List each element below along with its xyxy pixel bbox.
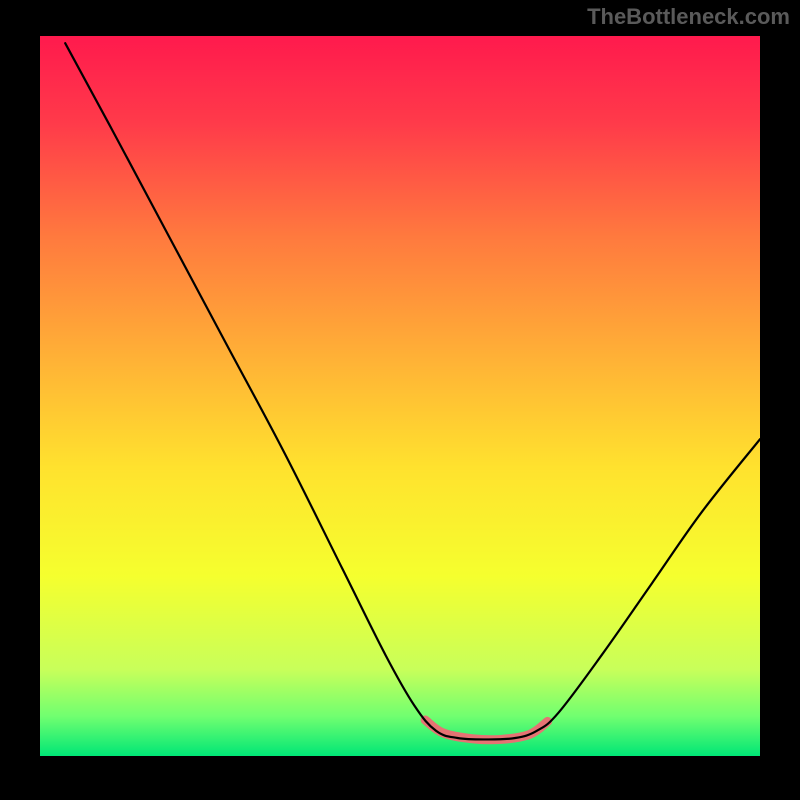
watermark-text: TheBottleneck.com: [587, 4, 790, 30]
plot-area: [40, 36, 760, 756]
bottleneck-curve: [65, 43, 760, 739]
chart-container: TheBottleneck.com: [0, 0, 800, 800]
highlight-segment: [425, 720, 547, 740]
curve-layer: [40, 36, 760, 756]
